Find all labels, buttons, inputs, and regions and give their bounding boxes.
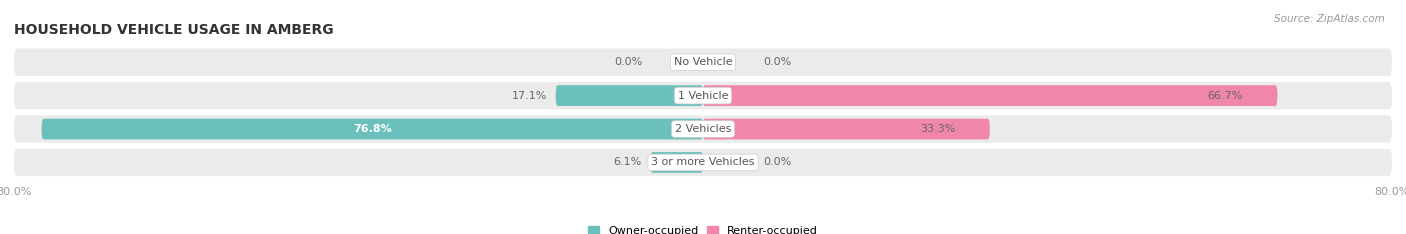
Text: No Vehicle: No Vehicle	[673, 57, 733, 67]
FancyBboxPatch shape	[703, 119, 990, 139]
Text: 0.0%: 0.0%	[763, 57, 792, 67]
Text: 0.0%: 0.0%	[614, 57, 643, 67]
Legend: Owner-occupied, Renter-occupied: Owner-occupied, Renter-occupied	[583, 221, 823, 234]
FancyBboxPatch shape	[14, 82, 1392, 109]
Text: 33.3%: 33.3%	[920, 124, 955, 134]
FancyBboxPatch shape	[14, 149, 1392, 176]
FancyBboxPatch shape	[555, 85, 703, 106]
Text: 2 Vehicles: 2 Vehicles	[675, 124, 731, 134]
FancyBboxPatch shape	[651, 152, 703, 173]
FancyBboxPatch shape	[703, 85, 1278, 106]
Text: 3 or more Vehicles: 3 or more Vehicles	[651, 157, 755, 168]
FancyBboxPatch shape	[14, 115, 1392, 143]
Text: 1 Vehicle: 1 Vehicle	[678, 91, 728, 101]
FancyBboxPatch shape	[14, 48, 1392, 76]
Text: 76.8%: 76.8%	[353, 124, 392, 134]
Text: 17.1%: 17.1%	[512, 91, 547, 101]
Text: Source: ZipAtlas.com: Source: ZipAtlas.com	[1274, 14, 1385, 24]
Text: 6.1%: 6.1%	[613, 157, 643, 168]
Text: HOUSEHOLD VEHICLE USAGE IN AMBERG: HOUSEHOLD VEHICLE USAGE IN AMBERG	[14, 23, 333, 37]
FancyBboxPatch shape	[42, 119, 703, 139]
Text: 66.7%: 66.7%	[1208, 91, 1243, 101]
Text: 0.0%: 0.0%	[763, 157, 792, 168]
